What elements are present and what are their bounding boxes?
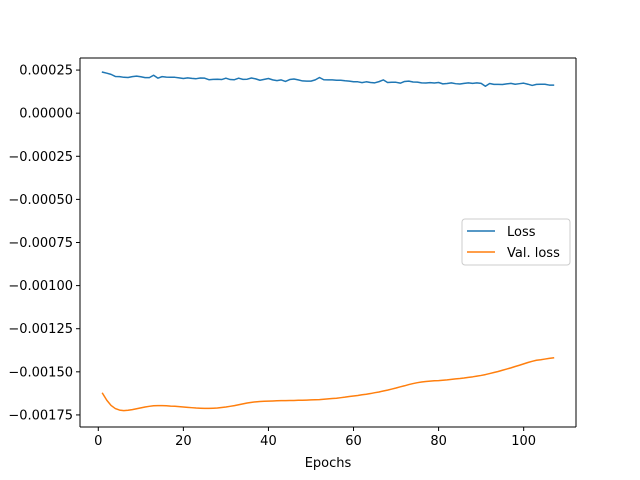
x-tick-label: 0 bbox=[94, 434, 102, 449]
series-line-val-loss bbox=[101, 357, 555, 412]
y-tick-label: 0.00025 bbox=[19, 64, 73, 79]
x-tick-label: 40 bbox=[260, 434, 277, 449]
x-tick-label: 20 bbox=[175, 434, 192, 449]
y-tick-label: −0.00075 bbox=[8, 236, 73, 251]
x-tick-label: 80 bbox=[430, 434, 447, 449]
y-tick-label: −0.00125 bbox=[8, 322, 73, 337]
legend-label-loss: Loss bbox=[507, 225, 536, 240]
y-tick-label: −0.00150 bbox=[8, 365, 73, 380]
y-tick-label: −0.00025 bbox=[8, 150, 73, 165]
y-tick-label: −0.00100 bbox=[8, 279, 73, 294]
legend-label-val-loss: Val. loss bbox=[507, 246, 560, 261]
y-tick-label: −0.00050 bbox=[8, 193, 73, 208]
y-axis-ticks: 0.00025 0.00000 −0.00025 −0.00050 −0.00075 −0… bbox=[8, 64, 80, 423]
y-tick-label: 0.00000 bbox=[19, 107, 73, 122]
x-axis-ticks: 0 20 40 60 80 100 bbox=[94, 427, 536, 449]
legend: Loss Val. loss bbox=[461, 218, 571, 266]
y-tick-label: −0.00175 bbox=[8, 408, 73, 423]
series-layer bbox=[101, 71, 555, 412]
x-tick-label: 100 bbox=[511, 434, 536, 449]
x-tick-label: 60 bbox=[345, 434, 362, 449]
series-line-loss bbox=[101, 71, 555, 88]
x-axis-label: Epochs bbox=[305, 456, 352, 471]
